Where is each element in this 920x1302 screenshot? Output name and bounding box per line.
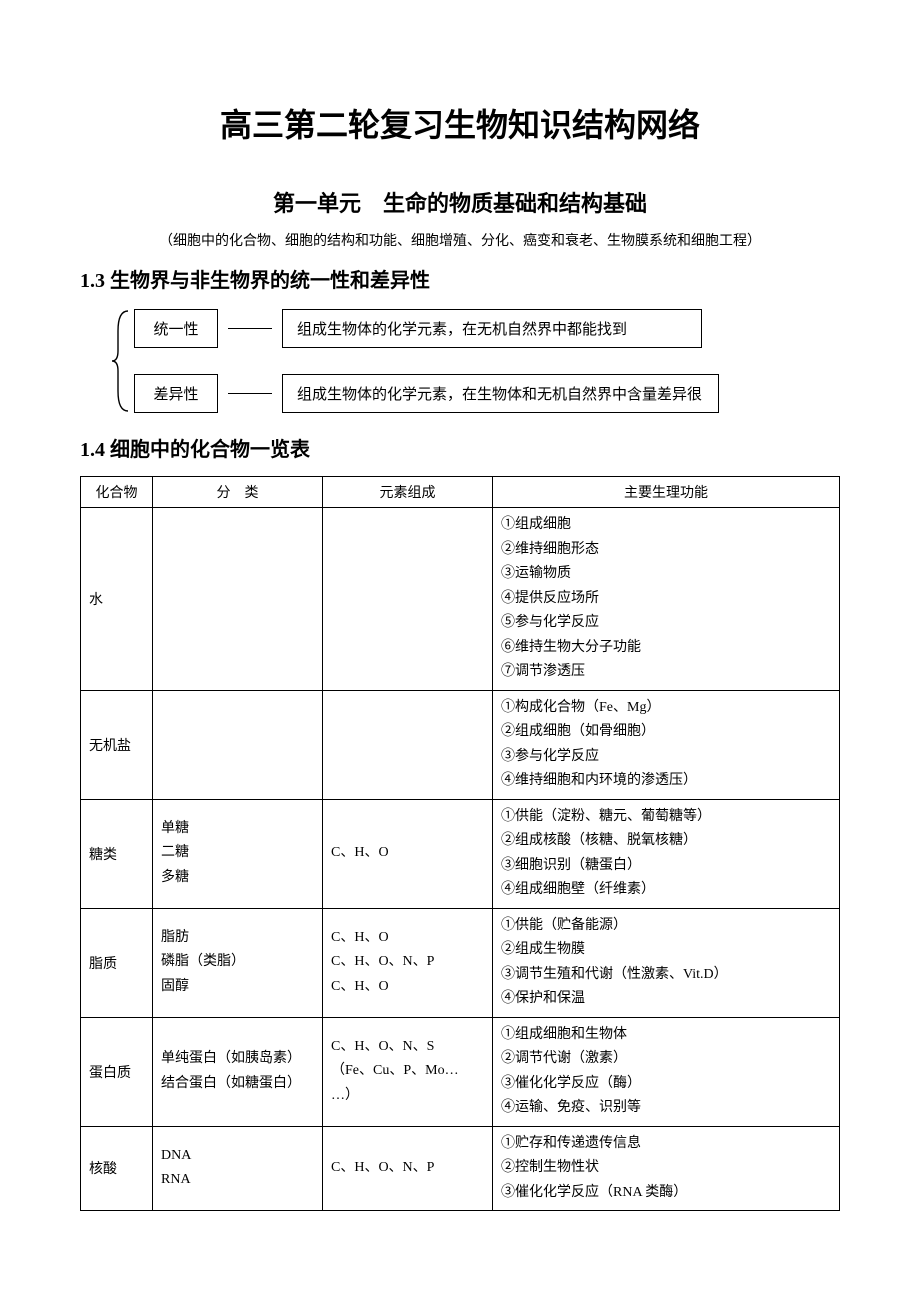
cell-class: 脂肪 磷脂（类脂） 固醇 [153,908,323,1017]
unity-box: 统一性 [134,309,218,348]
cell-elements: C、H、O C、H、O、N、P C、H、O [323,908,493,1017]
table-row: 水 ①组成细胞 ②维持细胞形态 ③运输物质 ④提供反应场所 ⑤参与化学反应 ⑥维… [81,508,840,691]
cell-functions: ①供能（贮备能源） ②组成生物膜 ③调节生殖和代谢（性激素、Vit.D） ④保护… [493,908,840,1017]
unity-desc-box: 组成生物体的化学元素，在无机自然界中都能找到 [282,309,702,348]
cell-elements: C、H、O、N、P [323,1126,493,1211]
diff-desc-box: 组成生物体的化学元素，在生物体和无机自然界中含量差异很 [282,374,719,413]
cell-functions: ①贮存和传递遗传信息 ②控制生物性状 ③催化化学反应（RNA 类酶） [493,1126,840,1211]
table-row: 蛋白质 单纯蛋白（如胰岛素） 结合蛋白（如糖蛋白） C、H、O、N、S （Fe、… [81,1017,840,1126]
th-elements: 元素组成 [323,477,493,508]
cell-class: 单糖 二糖 多糖 [153,799,323,908]
cell-functions: ①组成细胞和生物体 ②调节代谢（激素） ③催化化学反应（酶） ④运输、免疫、识别… [493,1017,840,1126]
diagram-row-diff: 差异性 组成生物体的化学元素，在生物体和无机自然界中含量差异很 [134,374,719,413]
cell-compound: 无机盐 [81,690,153,799]
table-row: 糖类 单糖 二糖 多糖 C、H、O ①供能（淀粉、糖元、葡萄糖等） ②组成核酸（… [81,799,840,908]
table-row: 脂质 脂肪 磷脂（类脂） 固醇 C、H、O C、H、O、N、P C、H、O ①供… [81,908,840,1017]
table-header-row: 化合物 分 类 元素组成 主要生理功能 [81,477,840,508]
cell-compound: 蛋白质 [81,1017,153,1126]
section-heading-1-4: 1.4 细胞中的化合物一览表 [80,433,840,462]
th-class: 分 类 [153,477,323,508]
cell-class [153,690,323,799]
cell-compound: 核酸 [81,1126,153,1211]
cell-functions: ①构成化合物（Fe、Mg） ②组成细胞（如骨细胞） ③参与化学反应 ④维持细胞和… [493,690,840,799]
compound-table: 化合物 分 类 元素组成 主要生理功能 水 ①组成细胞 ②维持细胞形态 ③运输物… [80,476,840,1211]
th-function: 主要生理功能 [493,477,840,508]
connector-line [228,328,272,329]
unit-subtitle: （细胞中的化合物、细胞的结构和功能、细胞增殖、分化、癌变和衰老、生物膜系统和细胞… [80,230,840,250]
cell-compound: 脂质 [81,908,153,1017]
cell-class [153,508,323,691]
cell-class: 单纯蛋白（如胰岛素） 结合蛋白（如糖蛋白） [153,1017,323,1126]
cell-elements [323,508,493,691]
th-compound: 化合物 [81,477,153,508]
unit-title: 第一单元 生命的物质基础和结构基础 [80,186,840,218]
table-row: 核酸 DNA RNA C、H、O、N、P ①贮存和传递遗传信息 ②控制生物性状 … [81,1126,840,1211]
section-heading-1-3: 1.3 生物界与非生物界的统一性和差异性 [80,264,840,293]
diff-box: 差异性 [134,374,218,413]
cell-elements: C、H、O、N、S （Fe、Cu、P、Mo… …） [323,1017,493,1126]
diagram-row-unity: 统一性 组成生物体的化学元素，在无机自然界中都能找到 [134,309,719,348]
cell-elements [323,690,493,799]
cell-compound: 糖类 [81,799,153,908]
table-row: 无机盐 ①构成化合物（Fe、Mg） ②组成细胞（如骨细胞） ③参与化学反应 ④维… [81,690,840,799]
cell-functions: ①组成细胞 ②维持细胞形态 ③运输物质 ④提供反应场所 ⑤参与化学反应 ⑥维持生… [493,508,840,691]
main-title: 高三第二轮复习生物知识结构网络 [80,100,840,146]
cell-class: DNA RNA [153,1126,323,1211]
left-brace-icon [110,307,132,415]
connector-line [228,393,272,394]
cell-functions: ①供能（淀粉、糖元、葡萄糖等） ②组成核酸（核糖、脱氧核糖） ③细胞识别（糖蛋白… [493,799,840,908]
cell-compound: 水 [81,508,153,691]
cell-elements: C、H、O [323,799,493,908]
unity-diff-diagram: 统一性 组成生物体的化学元素，在无机自然界中都能找到 差异性 组成生物体的化学元… [110,307,840,415]
